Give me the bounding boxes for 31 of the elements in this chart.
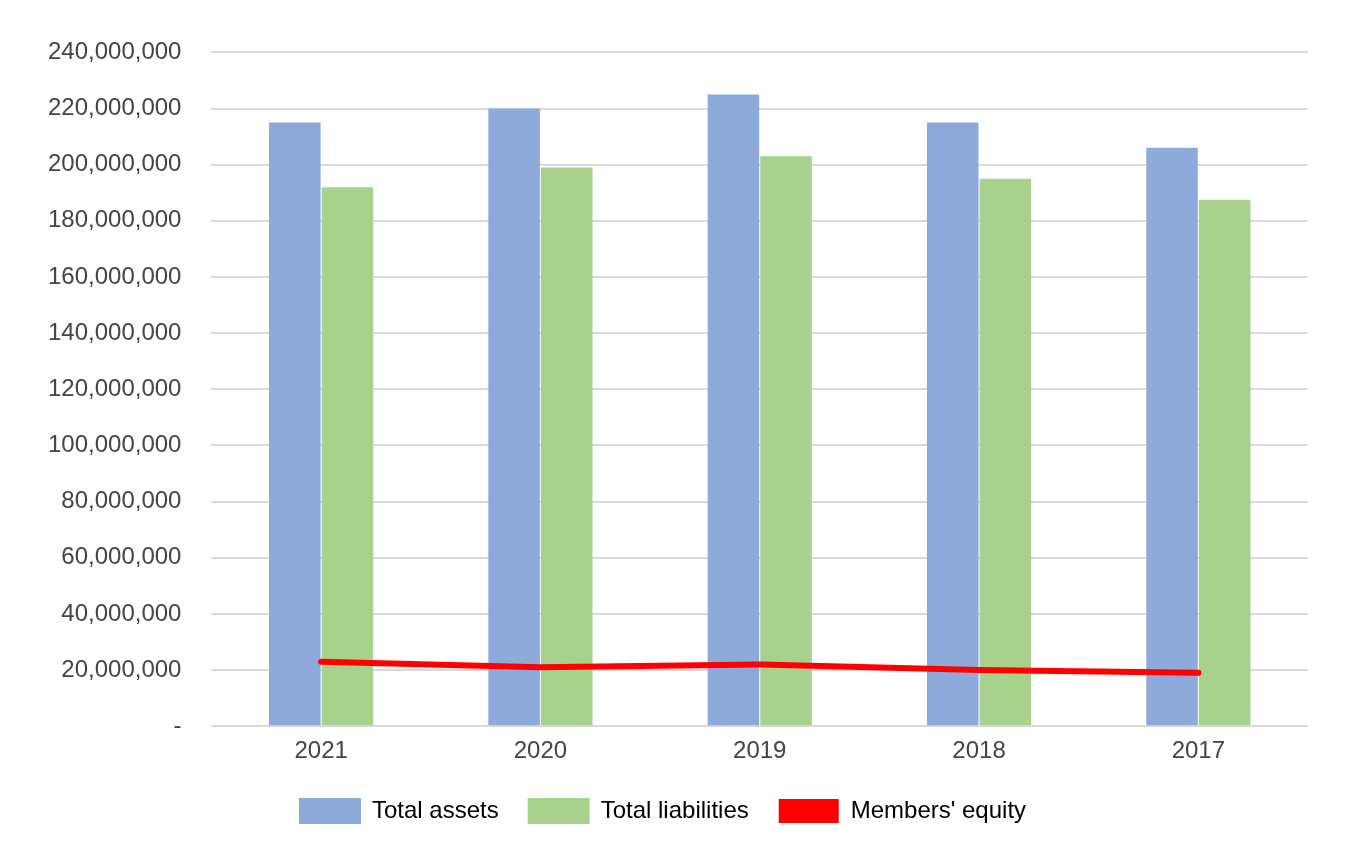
bar xyxy=(760,156,812,726)
x-tick-label: 2018 xyxy=(952,736,1006,764)
legend-label: Total assets xyxy=(371,795,499,823)
x-tick-label: 2019 xyxy=(733,736,787,764)
bar xyxy=(321,187,374,726)
bar xyxy=(1146,147,1198,726)
legend-label: Members' equity xyxy=(850,795,1027,823)
y-tick-label: 140,000,000 xyxy=(48,317,182,345)
bar xyxy=(707,94,760,726)
y-tick-label: 100,000,000 xyxy=(48,430,182,458)
bar xyxy=(269,122,321,726)
y-tick-label: 160,000,000 xyxy=(48,261,182,289)
x-tick-label: 2020 xyxy=(513,736,568,764)
bar xyxy=(1198,199,1251,726)
y-tick-label: 200,000,000 xyxy=(48,149,182,177)
y-tick-label: 240,000,000 xyxy=(48,37,182,65)
y-tick-label: 120,000,000 xyxy=(48,373,182,401)
x-tick-label: 2017 xyxy=(1171,736,1226,764)
y-tick-label: 20,000,000 xyxy=(61,654,182,682)
bar xyxy=(926,122,979,726)
y-tick-label: 220,000,000 xyxy=(48,93,182,121)
legend-label: Total liabilities xyxy=(600,795,749,823)
bar xyxy=(979,178,1032,726)
y-tick-label: 60,000,000 xyxy=(61,542,182,570)
bar xyxy=(540,167,593,726)
x-tick-label: 2021 xyxy=(294,736,348,764)
y-tick-label: - xyxy=(173,710,182,738)
y-tick-label: 180,000,000 xyxy=(48,205,182,233)
y-tick-label: 80,000,000 xyxy=(61,486,182,514)
y-tick-label: 40,000,000 xyxy=(61,598,182,626)
bar xyxy=(488,108,540,726)
